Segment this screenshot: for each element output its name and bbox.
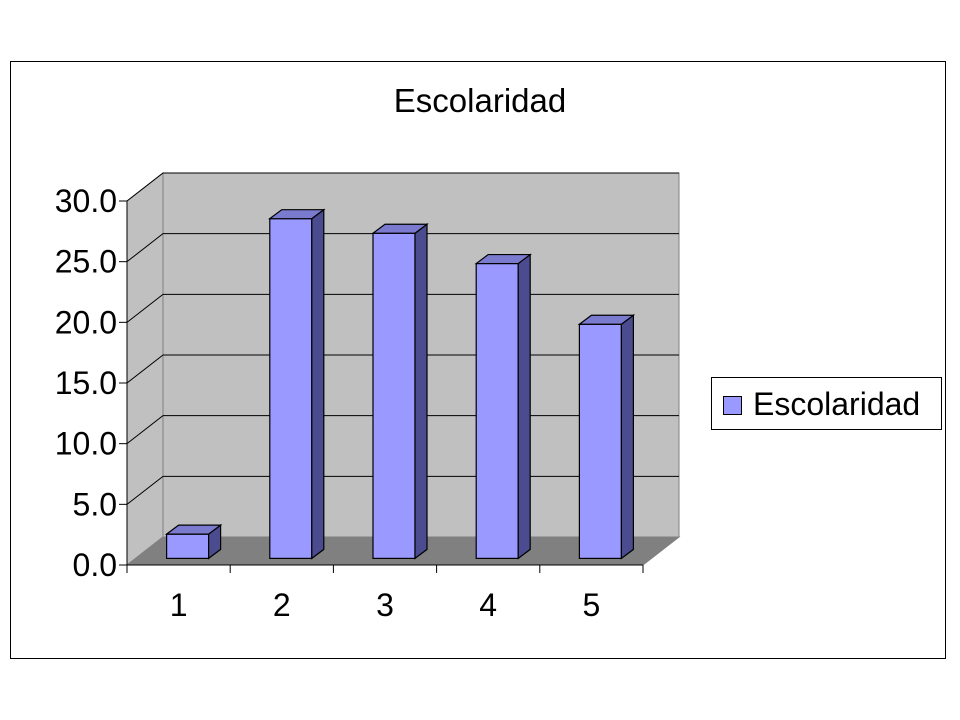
bar-side xyxy=(311,208,325,560)
y-tick-label: 30.0 xyxy=(55,183,117,219)
y-tick-label: 5.0 xyxy=(73,486,117,522)
bar-top xyxy=(577,314,636,325)
chart-title: Escolaridad xyxy=(393,82,567,119)
x-tick-label: 1 xyxy=(170,587,188,623)
y-tick-label: 10.0 xyxy=(55,426,117,462)
x-tick-label: 3 xyxy=(376,587,394,623)
y-tick-label: 0.0 xyxy=(73,547,117,583)
bar-top xyxy=(474,253,533,265)
x-tick-label: 4 xyxy=(479,587,497,623)
gridline xyxy=(126,233,679,263)
y-tick-label: 15.0 xyxy=(55,365,117,401)
legend: Escolaridad xyxy=(711,377,942,430)
bar xyxy=(578,323,623,559)
x-tick-label: 2 xyxy=(273,587,291,623)
bar-top xyxy=(371,223,429,234)
bar-top xyxy=(267,209,326,220)
legend-swatch xyxy=(723,396,742,415)
legend-label: Escolaridad xyxy=(753,386,921,422)
bar-side xyxy=(517,253,531,560)
y-tick-label: 20.0 xyxy=(55,304,117,340)
bar xyxy=(475,262,519,559)
gridline xyxy=(126,172,679,202)
bar xyxy=(269,218,313,560)
bar-side xyxy=(414,223,428,560)
x-tick-label: 5 xyxy=(583,587,601,623)
bar-top xyxy=(164,524,223,535)
y-tick-label: 25.0 xyxy=(55,244,117,280)
bar xyxy=(372,232,416,560)
bar-side xyxy=(620,314,635,560)
bar xyxy=(166,533,210,560)
